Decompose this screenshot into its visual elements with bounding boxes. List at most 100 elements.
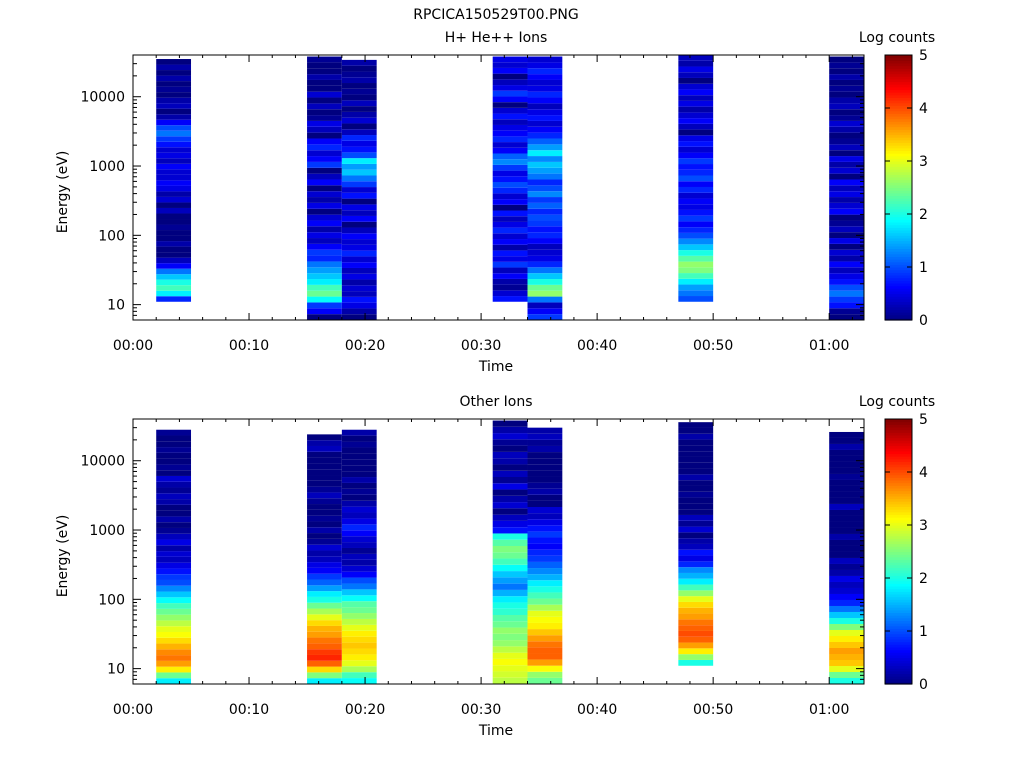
heatmap-cell — [678, 169, 714, 176]
heatmap-cell — [678, 584, 714, 591]
heatmap-cell — [341, 187, 377, 193]
heatmap-cell — [156, 257, 192, 264]
colorbar-band — [885, 538, 912, 542]
colorbar-band — [885, 456, 912, 460]
heatmap-cell — [307, 79, 342, 86]
colorbar-frame — [884, 54, 913, 321]
heatmap-cell — [307, 579, 342, 586]
heatmap-cell — [829, 74, 864, 80]
colorbar-band — [885, 84, 912, 88]
heatmap-cell — [678, 95, 714, 101]
heatmap-cell — [678, 601, 714, 608]
x-axis-label: Time — [478, 359, 513, 375]
heatmap-cell — [307, 550, 342, 557]
heatmap-cell — [678, 572, 714, 579]
heatmap-cell — [156, 279, 192, 286]
heatmap-cell — [527, 85, 563, 92]
heatmap-cell — [307, 243, 342, 250]
heatmap-cell — [527, 68, 563, 75]
heatmap-cell — [829, 97, 864, 104]
heatmap-cell — [492, 290, 528, 297]
heatmap-cell — [307, 214, 342, 221]
heatmap-cell — [156, 574, 192, 580]
heatmap-cell — [829, 68, 864, 75]
colorbar-band — [885, 78, 912, 83]
colorbar-band — [885, 567, 912, 571]
heatmap-cell — [156, 545, 192, 552]
colorbar-band — [885, 314, 912, 318]
heatmap-cell — [527, 586, 563, 593]
heatmap-cell — [829, 255, 864, 262]
heatmap-cell — [341, 583, 377, 590]
heatmap-cell — [307, 585, 342, 592]
heatmap-cell — [829, 605, 864, 612]
heatmap-cell — [678, 433, 714, 440]
heatmap-cell — [678, 520, 714, 527]
heatmap-cell — [492, 552, 528, 559]
heatmap-cell — [492, 426, 528, 434]
heatmap-cell — [492, 621, 528, 628]
colorbar-band — [885, 593, 912, 598]
colorbar-band — [885, 290, 912, 295]
heatmap-cell — [307, 138, 342, 145]
heatmap-cell — [492, 107, 528, 114]
heatmap-cell — [527, 232, 563, 239]
colorbar-band — [885, 472, 912, 476]
heatmap-cell — [527, 494, 563, 501]
colorbar-band — [885, 646, 912, 651]
heatmap-cell — [527, 173, 563, 180]
colorbar-band — [885, 585, 912, 590]
heatmap-cell — [156, 59, 192, 65]
heatmap-cell — [307, 208, 342, 215]
heatmap-cell — [341, 146, 377, 153]
heatmap-cell — [527, 464, 563, 471]
colorbar-band — [885, 554, 912, 558]
heatmap-cell — [307, 103, 342, 110]
heatmap-cell — [678, 261, 714, 268]
heatmap-cell — [156, 493, 192, 500]
panel-title: Other Ions — [459, 394, 532, 410]
heatmap-cell — [156, 86, 192, 93]
colorbar-band — [885, 243, 912, 247]
colorbar-band — [885, 432, 912, 436]
colorbar-band — [885, 227, 912, 231]
x-tick-label: 00:00 — [113, 702, 153, 718]
heatmap-cell — [527, 185, 563, 192]
heatmap-cell — [307, 480, 342, 487]
heatmap-cell — [492, 489, 528, 496]
colorbar-band — [885, 166, 912, 170]
heatmap-column — [492, 420, 528, 684]
heatmap-cell — [527, 120, 563, 127]
heatmap-cell — [341, 175, 377, 182]
heatmap-cell — [156, 75, 192, 82]
heatmap-cell — [307, 120, 342, 127]
colorbar-band — [885, 92, 912, 96]
heatmap-cell — [527, 555, 563, 562]
heatmap-cell — [341, 595, 377, 602]
heatmap-cell — [829, 115, 864, 121]
heatmap-cell — [527, 290, 563, 297]
heatmap-cell — [492, 142, 528, 148]
colorbar-band — [885, 453, 912, 457]
heatmap-cell — [492, 187, 528, 194]
heatmap-cell — [678, 555, 714, 562]
heatmap-cell — [492, 261, 528, 268]
heatmap-cell — [156, 499, 192, 505]
colorbar-band — [885, 237, 912, 242]
heatmap-cell — [492, 564, 528, 572]
x-tick-label: 00:30 — [461, 338, 501, 354]
heatmap-cell — [156, 458, 192, 465]
heatmap-cell — [307, 267, 342, 274]
heatmap-cell — [527, 161, 563, 168]
heatmap-cell — [341, 648, 377, 655]
heatmap-cell — [341, 215, 377, 222]
heatmap-cell — [678, 456, 714, 463]
heatmap-cell — [678, 596, 714, 602]
heatmap-cell — [678, 503, 714, 510]
colorbar-band — [885, 317, 912, 321]
heatmap-cell — [678, 77, 714, 84]
colorbar-label: Log counts — [859, 394, 935, 410]
heatmap-cell — [156, 435, 192, 442]
colorbar-band — [885, 572, 912, 576]
